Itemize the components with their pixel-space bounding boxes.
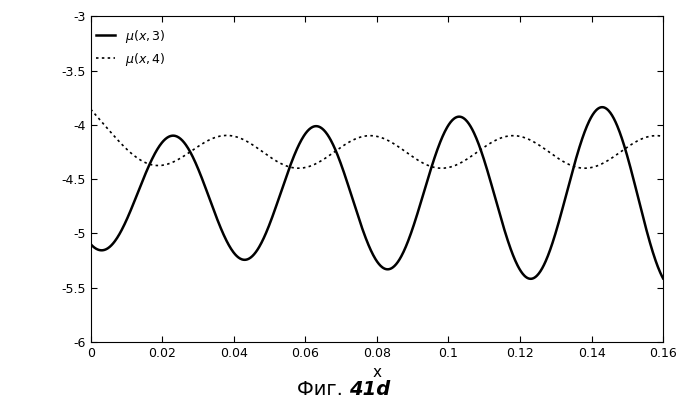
Text: 41d: 41d xyxy=(349,380,390,399)
Text: Фиг.: Фиг. xyxy=(297,380,349,399)
Legend: $\mu(x,3)$, $\mu(x,4)$: $\mu(x,3)$, $\mu(x,4)$ xyxy=(91,22,170,73)
X-axis label: x: x xyxy=(373,365,381,380)
